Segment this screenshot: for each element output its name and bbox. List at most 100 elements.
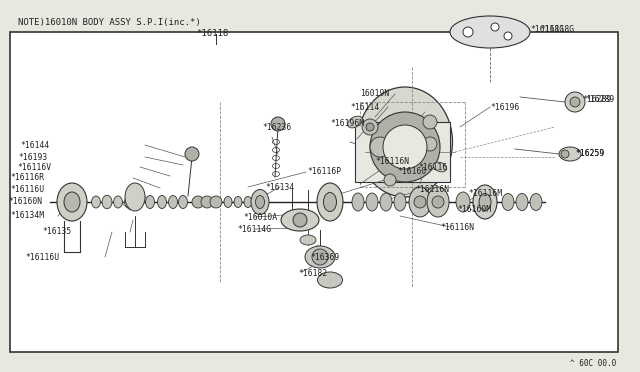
Ellipse shape xyxy=(300,235,316,245)
Ellipse shape xyxy=(125,183,145,211)
Circle shape xyxy=(312,249,328,265)
Ellipse shape xyxy=(394,193,406,211)
Text: *16118G: *16118G xyxy=(540,26,574,35)
Ellipse shape xyxy=(168,196,177,208)
Text: *16116R: *16116R xyxy=(10,173,44,183)
Text: *16193: *16193 xyxy=(18,153,47,161)
Circle shape xyxy=(463,27,473,37)
Text: *16116U: *16116U xyxy=(10,185,44,193)
Ellipse shape xyxy=(102,195,112,209)
Text: *16160M: *16160M xyxy=(457,205,491,214)
Circle shape xyxy=(561,150,569,158)
Ellipse shape xyxy=(255,196,264,208)
Text: *16114: *16114 xyxy=(350,103,380,112)
Ellipse shape xyxy=(473,185,497,219)
Circle shape xyxy=(565,92,585,112)
Text: *16114G: *16114G xyxy=(237,224,271,234)
Ellipse shape xyxy=(456,192,470,212)
Text: *16134: *16134 xyxy=(265,183,294,192)
Ellipse shape xyxy=(559,147,581,161)
Text: *16182: *16182 xyxy=(298,269,327,279)
Text: *16196M: *16196M xyxy=(330,119,364,128)
Ellipse shape xyxy=(125,196,133,208)
Text: *16118: *16118 xyxy=(196,29,228,38)
Text: *16160: *16160 xyxy=(397,167,426,176)
Ellipse shape xyxy=(281,209,319,231)
Ellipse shape xyxy=(179,196,188,208)
Circle shape xyxy=(362,119,378,135)
Text: *16369: *16369 xyxy=(310,253,339,262)
Ellipse shape xyxy=(244,196,252,208)
Ellipse shape xyxy=(358,87,452,197)
Text: *16289: *16289 xyxy=(585,96,614,105)
Bar xyxy=(10,32,618,352)
Circle shape xyxy=(423,115,437,129)
Ellipse shape xyxy=(305,246,335,268)
Text: *16116V: *16116V xyxy=(17,163,51,171)
Ellipse shape xyxy=(317,183,343,221)
Text: *16010A: *16010A xyxy=(243,212,277,221)
Text: *16259: *16259 xyxy=(575,150,604,158)
Text: 16019N: 16019N xyxy=(360,90,389,99)
Circle shape xyxy=(366,123,374,131)
Text: *16134M: *16134M xyxy=(10,212,44,221)
Ellipse shape xyxy=(530,193,542,211)
Text: *16116U: *16116U xyxy=(25,253,59,262)
Circle shape xyxy=(271,117,285,131)
Ellipse shape xyxy=(348,116,362,128)
Text: *16116P: *16116P xyxy=(307,167,341,176)
Circle shape xyxy=(504,32,512,40)
Circle shape xyxy=(384,174,396,186)
Ellipse shape xyxy=(380,193,392,211)
Ellipse shape xyxy=(323,192,337,212)
Text: *16196: *16196 xyxy=(490,103,519,112)
Ellipse shape xyxy=(251,189,269,215)
Circle shape xyxy=(402,149,418,165)
Ellipse shape xyxy=(352,193,364,211)
Ellipse shape xyxy=(57,183,87,221)
Ellipse shape xyxy=(516,193,528,211)
Circle shape xyxy=(383,125,427,169)
Ellipse shape xyxy=(224,196,232,208)
Ellipse shape xyxy=(234,196,242,208)
Text: *16118G: *16118G xyxy=(530,26,564,35)
Ellipse shape xyxy=(479,193,491,211)
Ellipse shape xyxy=(502,193,514,211)
Ellipse shape xyxy=(450,16,530,48)
Circle shape xyxy=(370,112,440,182)
Text: *16236: *16236 xyxy=(262,122,291,131)
Ellipse shape xyxy=(409,187,431,217)
Ellipse shape xyxy=(145,196,154,208)
Bar xyxy=(355,122,450,182)
Circle shape xyxy=(491,23,499,31)
Ellipse shape xyxy=(64,192,80,212)
Ellipse shape xyxy=(317,272,342,288)
Text: *16144: *16144 xyxy=(20,141,49,150)
Ellipse shape xyxy=(114,196,122,208)
Circle shape xyxy=(201,196,213,208)
Ellipse shape xyxy=(427,187,449,217)
Circle shape xyxy=(414,196,426,208)
Circle shape xyxy=(432,196,444,208)
Circle shape xyxy=(370,137,390,157)
Text: *16259: *16259 xyxy=(575,150,604,158)
Text: NOTE)16010N BODY ASSY S.P.I(inc.*): NOTE)16010N BODY ASSY S.P.I(inc.*) xyxy=(18,17,201,26)
Ellipse shape xyxy=(92,196,100,208)
Ellipse shape xyxy=(366,193,378,211)
Circle shape xyxy=(210,196,222,208)
Circle shape xyxy=(570,97,580,107)
Circle shape xyxy=(423,137,437,151)
Text: *16289: *16289 xyxy=(582,96,611,105)
Text: *16116M: *16116M xyxy=(468,189,502,199)
Text: ^ 60C 00.0: ^ 60C 00.0 xyxy=(570,359,616,369)
Ellipse shape xyxy=(157,196,166,208)
Circle shape xyxy=(192,196,204,208)
Text: *16160N: *16160N xyxy=(8,198,42,206)
Text: *16116N: *16116N xyxy=(415,185,449,193)
Ellipse shape xyxy=(433,162,447,172)
Circle shape xyxy=(293,213,307,227)
Text: *16135: *16135 xyxy=(42,228,71,237)
Text: *16116N: *16116N xyxy=(440,222,474,231)
Text: *16116N: *16116N xyxy=(375,157,409,167)
Circle shape xyxy=(185,147,199,161)
